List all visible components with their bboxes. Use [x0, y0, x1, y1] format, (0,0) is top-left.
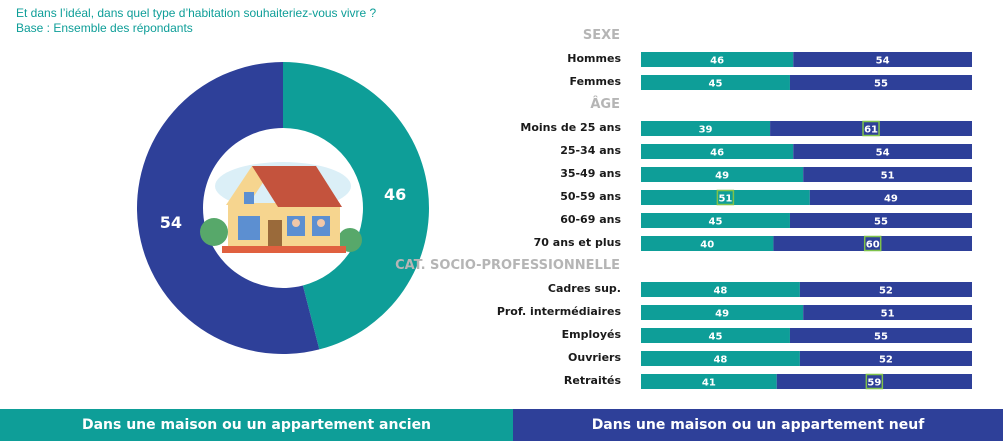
- bar-value-label: 45: [709, 79, 723, 90]
- bar-value-label: 61: [864, 125, 878, 136]
- donut-slice-label: 54: [160, 213, 182, 232]
- bar-segment-neuf: [793, 144, 972, 159]
- donut-chart: 46 54: [136, 62, 429, 354]
- question-base: Base : Ensemble des répondants: [16, 21, 193, 35]
- section-title: CAT. SOCIO-PROFESSIONNELLE: [395, 258, 620, 273]
- bar-segment-neuf: [773, 236, 972, 251]
- row-label: 50-59 ans: [560, 190, 621, 203]
- bar-segment-ancien: [641, 236, 774, 251]
- bar-segment-neuf: [803, 167, 972, 182]
- row-label: Cadres sup.: [548, 282, 621, 295]
- bar-value-label: 51: [718, 194, 732, 205]
- bar-value-label: 46: [710, 56, 724, 67]
- highlight-box: [716, 189, 735, 206]
- stacked-bar-chart: SEXE Hommes 46 54 Femmes 45 55 ÂGE Moins de 25 a…: [395, 28, 972, 390]
- bar-value-label: 49: [715, 309, 729, 320]
- legend-neuf-label: Dans une maison ou un appartement neuf: [591, 417, 925, 433]
- row-label: Employés: [562, 328, 622, 341]
- bar-value-label: 55: [874, 217, 888, 228]
- question-block: Et dans l’idéal, dans quel type d’habita…: [16, 6, 376, 36]
- bar-segment-neuf: [799, 282, 972, 297]
- highlight-box: [865, 373, 884, 390]
- bar-value-label: 54: [876, 56, 890, 67]
- bar-segment-ancien: [641, 121, 771, 136]
- row-label: Ouvriers: [568, 351, 621, 364]
- bar-segment-ancien: [641, 167, 804, 182]
- legend-ancien-label: Dans une maison ou un appartement ancien: [81, 417, 432, 433]
- bar-segment-ancien: [641, 282, 800, 297]
- bar-value-label: 59: [867, 378, 881, 389]
- bar-segment-neuf: [799, 351, 972, 366]
- bar-value-label: 41: [702, 378, 716, 389]
- bar-segment-ancien: [641, 52, 794, 67]
- bar-segment-ancien: [641, 351, 800, 366]
- row-label: Prof. intermédiaires: [497, 305, 622, 318]
- highlight-box: [862, 120, 880, 137]
- legend-ancien: Dans une maison ou un appartement ancien: [0, 409, 513, 441]
- bar-segment-neuf: [809, 190, 972, 205]
- bar-value-label: 54: [876, 148, 890, 159]
- question-text: Et dans l’idéal, dans quel type d’habita…: [16, 6, 377, 20]
- bar-value-label: 48: [713, 286, 727, 297]
- row-label: Hommes: [567, 52, 621, 65]
- bar-segment-neuf: [789, 328, 972, 343]
- donut-slice: [136, 62, 320, 354]
- bar-value-label: 45: [709, 217, 723, 228]
- bar-value-label: 60: [866, 240, 880, 251]
- bar-segment-neuf: [793, 52, 972, 67]
- bar-value-label: 49: [715, 171, 729, 182]
- bar-value-label: 39: [699, 125, 713, 136]
- bar-value-label: 49: [884, 194, 898, 205]
- bar-value-label: 52: [879, 355, 893, 366]
- bar-value-label: 48: [713, 355, 727, 366]
- row-label: Femmes: [570, 75, 622, 88]
- bar-segment-neuf: [776, 374, 972, 389]
- bar-value-label: 55: [874, 332, 888, 343]
- bar-segment-neuf: [803, 305, 972, 320]
- highlight-box: [863, 235, 882, 252]
- bar-segment-ancien: [641, 328, 790, 343]
- bar-segment-ancien: [641, 75, 790, 90]
- bar-value-label: 46: [710, 148, 724, 159]
- bar-segment-neuf: [770, 121, 972, 136]
- bar-value-label: 45: [709, 332, 723, 343]
- bar-segment-neuf: [789, 213, 972, 228]
- row-label: 25-34 ans: [560, 144, 621, 157]
- row-label: Retraités: [564, 374, 622, 387]
- bar-value-label: 51: [881, 171, 895, 182]
- bar-value-label: 55: [874, 79, 888, 90]
- house-illustration-icon: [200, 129, 362, 287]
- donut-slice-label: 46: [384, 185, 406, 204]
- bar-segment-ancien: [641, 374, 777, 389]
- row-label: Moins de 25 ans: [520, 121, 621, 134]
- section-title: SEXE: [583, 28, 620, 43]
- bar-segment-neuf: [789, 75, 972, 90]
- bar-segment-ancien: [641, 144, 794, 159]
- legend-neuf: Dans une maison ou un appartement neuf: [513, 409, 1003, 441]
- donut-slice: [283, 62, 429, 350]
- row-label: 35-49 ans: [560, 167, 621, 180]
- bar-segment-ancien: [641, 305, 804, 320]
- bar-value-label: 40: [700, 240, 714, 251]
- row-label: 60-69 ans: [560, 213, 621, 226]
- bar-segment-ancien: [641, 213, 790, 228]
- row-label: 70 ans et plus: [534, 236, 622, 249]
- bar-value-label: 51: [881, 309, 895, 320]
- bar-segment-ancien: [641, 190, 810, 205]
- section-title: ÂGE: [590, 96, 620, 112]
- bar-value-label: 52: [879, 286, 893, 297]
